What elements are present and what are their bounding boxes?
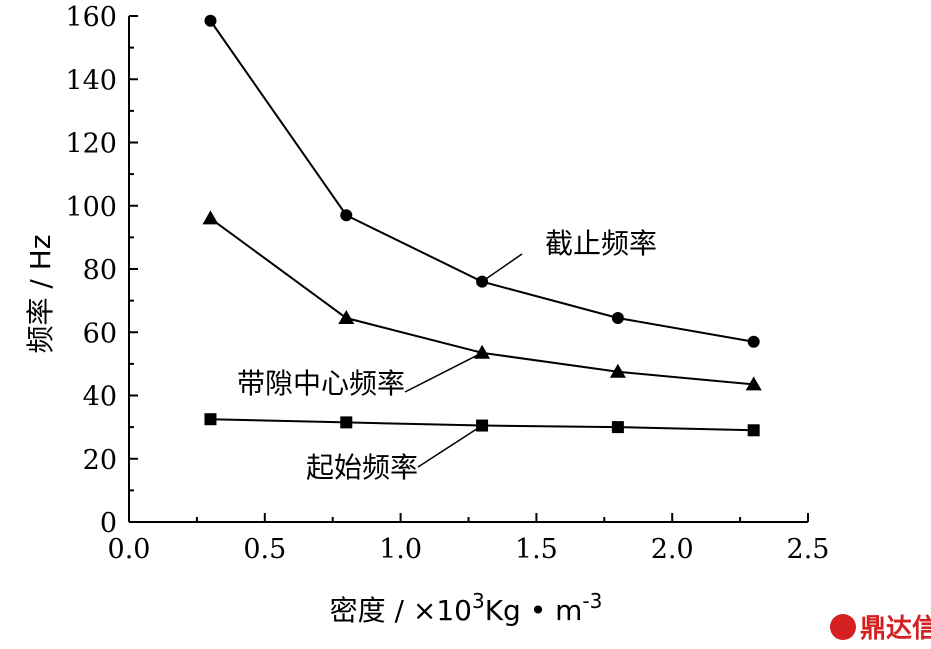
data-point-triangle (745, 376, 762, 391)
y-tick-label: 0 (100, 508, 117, 539)
data-point-square (747, 424, 760, 437)
data-point-circle (340, 209, 353, 222)
x-tick-label: 2.0 (651, 534, 694, 565)
x-axis-title-unit: Kg • m (485, 594, 583, 627)
x-axis-title-sup1: 3 (472, 589, 485, 613)
x-tick-label: 1.5 (515, 534, 558, 565)
y-tick-label: 100 (65, 192, 117, 223)
series-line-1 (209, 217, 754, 386)
annotation-leader-2 (417, 424, 483, 468)
x-tick-label: 1.0 (379, 534, 422, 565)
x-axis-title-main: 密度 / ×10 (330, 594, 472, 627)
x-tick-label: 2.5 (787, 534, 830, 565)
series-line-0 (209, 20, 754, 343)
data-point-triangle (202, 210, 219, 225)
data-point-circle (747, 335, 760, 348)
data-point-square (611, 421, 624, 434)
watermark-logo: 鼎达信 (830, 614, 931, 644)
y-tick-label: 140 (65, 65, 117, 96)
series-label-2: 起始频率 (306, 451, 418, 484)
y-tick-label: 20 (83, 445, 117, 476)
y-tick-label: 160 (65, 2, 117, 33)
watermark-text: 鼎达信 (860, 614, 931, 644)
y-tick-label: 80 (83, 255, 117, 286)
series-label-1: 带隙中心频率 (237, 367, 405, 400)
annotation-leader-1 (404, 352, 483, 393)
data-point-square (204, 413, 217, 426)
data-point-square (340, 416, 353, 429)
x-axis-ticks: 0.0 0.5 1.0 1.5 2.0 2.5 (108, 513, 830, 565)
x-axis-title: 密度 / ×103Kg • m-3 (330, 589, 603, 627)
x-tick-label: 0.5 (243, 534, 286, 565)
axes (128, 16, 808, 523)
annotation-leader-0 (481, 253, 523, 283)
series-label-0: 截止频率 (545, 227, 657, 260)
x-axis-title-sup2: -3 (582, 589, 602, 613)
y-axis-title: 频率 / Hz (24, 235, 57, 354)
data-point-triangle (338, 310, 355, 325)
y-tick-label: 60 (83, 318, 117, 349)
y-axis-ticks: 0 20 40 60 80 100 120 140 160 (65, 2, 138, 539)
data-point-triangle (609, 363, 626, 378)
y-tick-label: 120 (65, 129, 117, 160)
y-tick-label: 40 (83, 382, 117, 413)
data-point-circle (204, 14, 217, 27)
x-tick-label: 0.0 (108, 534, 151, 565)
watermark-icon (830, 614, 856, 640)
data-point-circle (611, 312, 624, 325)
